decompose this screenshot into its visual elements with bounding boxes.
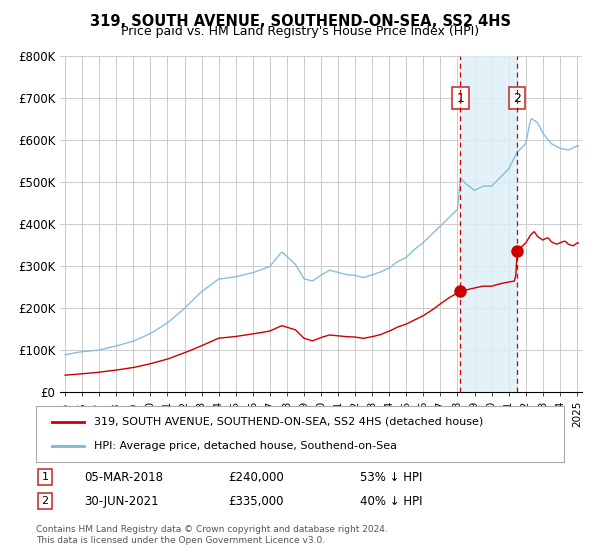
Text: 1: 1 [41,472,49,482]
Text: £240,000: £240,000 [228,470,284,484]
Text: 1: 1 [457,91,464,105]
Text: Contains HM Land Registry data © Crown copyright and database right 2024.
This d: Contains HM Land Registry data © Crown c… [36,525,388,545]
Text: 2: 2 [513,91,521,105]
Text: 319, SOUTH AVENUE, SOUTHEND-ON-SEA, SS2 4HS (detached house): 319, SOUTH AVENUE, SOUTHEND-ON-SEA, SS2 … [94,417,484,427]
Bar [460,56,517,392]
Text: Price paid vs. HM Land Registry's House Price Index (HPI): Price paid vs. HM Land Registry's House … [121,25,479,38]
Text: 2: 2 [41,496,49,506]
Text: 30-JUN-2021: 30-JUN-2021 [84,494,158,508]
Text: 40% ↓ HPI: 40% ↓ HPI [360,494,422,508]
Text: 319, SOUTH AVENUE, SOUTHEND-ON-SEA, SS2 4HS: 319, SOUTH AVENUE, SOUTHEND-ON-SEA, SS2 … [89,14,511,29]
Text: 05-MAR-2018: 05-MAR-2018 [84,470,163,484]
Text: HPI: Average price, detached house, Southend-on-Sea: HPI: Average price, detached house, Sout… [94,441,397,451]
Text: 53% ↓ HPI: 53% ↓ HPI [360,470,422,484]
Text: £335,000: £335,000 [228,494,284,508]
